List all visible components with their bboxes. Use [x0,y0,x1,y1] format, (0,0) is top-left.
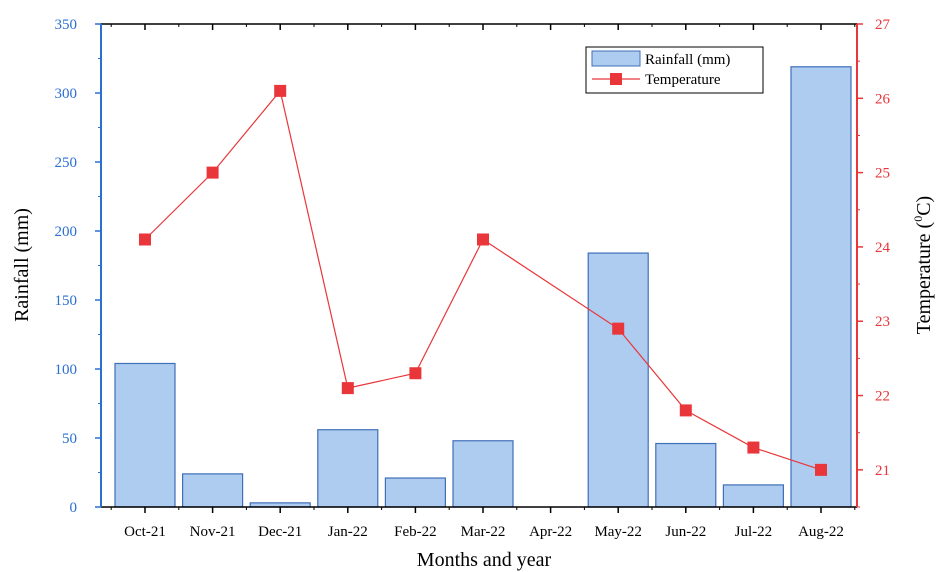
y2-axis-title-sup: 0 [911,216,925,222]
y2-tick-label-24: 24 [875,240,891,256]
y-tick-label-200: 200 [55,224,78,240]
temperature-point-Feb-22 [409,367,422,380]
y2-tick-label-26: 26 [875,91,891,107]
temperature-line [144,89,822,471]
legend-temperature-marker [610,73,622,85]
bar-rainfall-Jul-22 [722,484,785,508]
x-tick-label-Nov-21: Nov-21 [190,524,236,540]
bar-rainfall-Jan-22 [317,429,379,508]
y-tick-label-50: 50 [62,431,77,447]
bar-rainfall-Jun-22 [655,442,717,508]
y-tick-label-300: 300 [55,86,78,102]
temperature-line-layer [139,84,827,476]
x-tick-label-Aug-22: Aug-22 [798,524,844,540]
bar-rainfall-Nov-21 [182,473,244,508]
temperature-point-Aug-22 [815,463,827,476]
x-tick-label-Jan-22: Jan-22 [328,524,368,540]
temperature-point-Jan-22 [341,382,354,395]
temperature-point-Oct-21 [139,233,151,246]
x-tick-label-May-22: May-22 [594,524,642,540]
y-tick-label-100: 100 [55,362,78,378]
y-tick-label-250: 250 [55,155,78,171]
x-tick-label-Oct-21: Oct-21 [124,524,166,540]
y2-tick-label-22: 22 [875,389,890,405]
legend-rainfall-swatch [591,50,641,67]
legend: Rainfall (mm) Temperature [585,46,764,94]
temperature-point-Jul-22 [747,441,760,454]
y2-axis-title: Temperature (0C) [911,196,935,334]
y2-axis-title-end: C) [913,196,935,216]
y2-tick-label-25: 25 [875,166,890,182]
temperature-point-Jun-22 [679,404,692,417]
axes-layer: 0 50 100 150 200 250 300 350 21 22 23 24 25 26 27 Oct-2… [55,17,891,540]
temperature-point-Nov-21 [206,166,219,179]
x-tick-label-Apr-22: Apr-22 [529,524,572,540]
y2-axis-title-base: Temperature ( [913,221,935,334]
legend-rainfall-label: Rainfall (mm) [645,52,730,68]
bars-layer [114,66,852,508]
y-tick-label-0: 0 [70,500,78,516]
x-tick-label-Mar-22: Mar-22 [461,524,506,540]
y-tick-label-150: 150 [55,293,78,309]
bar-rainfall-Oct-21 [114,362,176,508]
y2-tick-label-23: 23 [875,314,890,330]
y-axis-title: Rainfall (mm) [11,208,33,322]
y-tick-label-350: 350 [55,17,78,33]
x-tick-label-Jul-22: Jul-22 [735,524,773,540]
temperature-point-Dec-21 [274,84,287,97]
x-tick-label-Feb-22: Feb-22 [394,524,437,540]
temperature-point-May-22 [612,322,625,335]
y2-tick-label-27: 27 [875,17,891,33]
temperature-point-Mar-22 [477,233,489,246]
bar-rainfall-Aug-22 [790,66,852,508]
bar-rainfall-Feb-22 [384,477,446,508]
x-tick-label-Jun-22: Jun-22 [665,524,706,540]
y2-tick-label-21: 21 [875,463,890,479]
bar-rainfall-Mar-22 [452,440,514,508]
x-tick-label-Dec-21: Dec-21 [258,524,302,540]
legend-temperature-label: Temperature [645,72,721,88]
bar-rainfall-May-22 [587,252,649,508]
x-axis-title: Months and year [417,549,552,571]
